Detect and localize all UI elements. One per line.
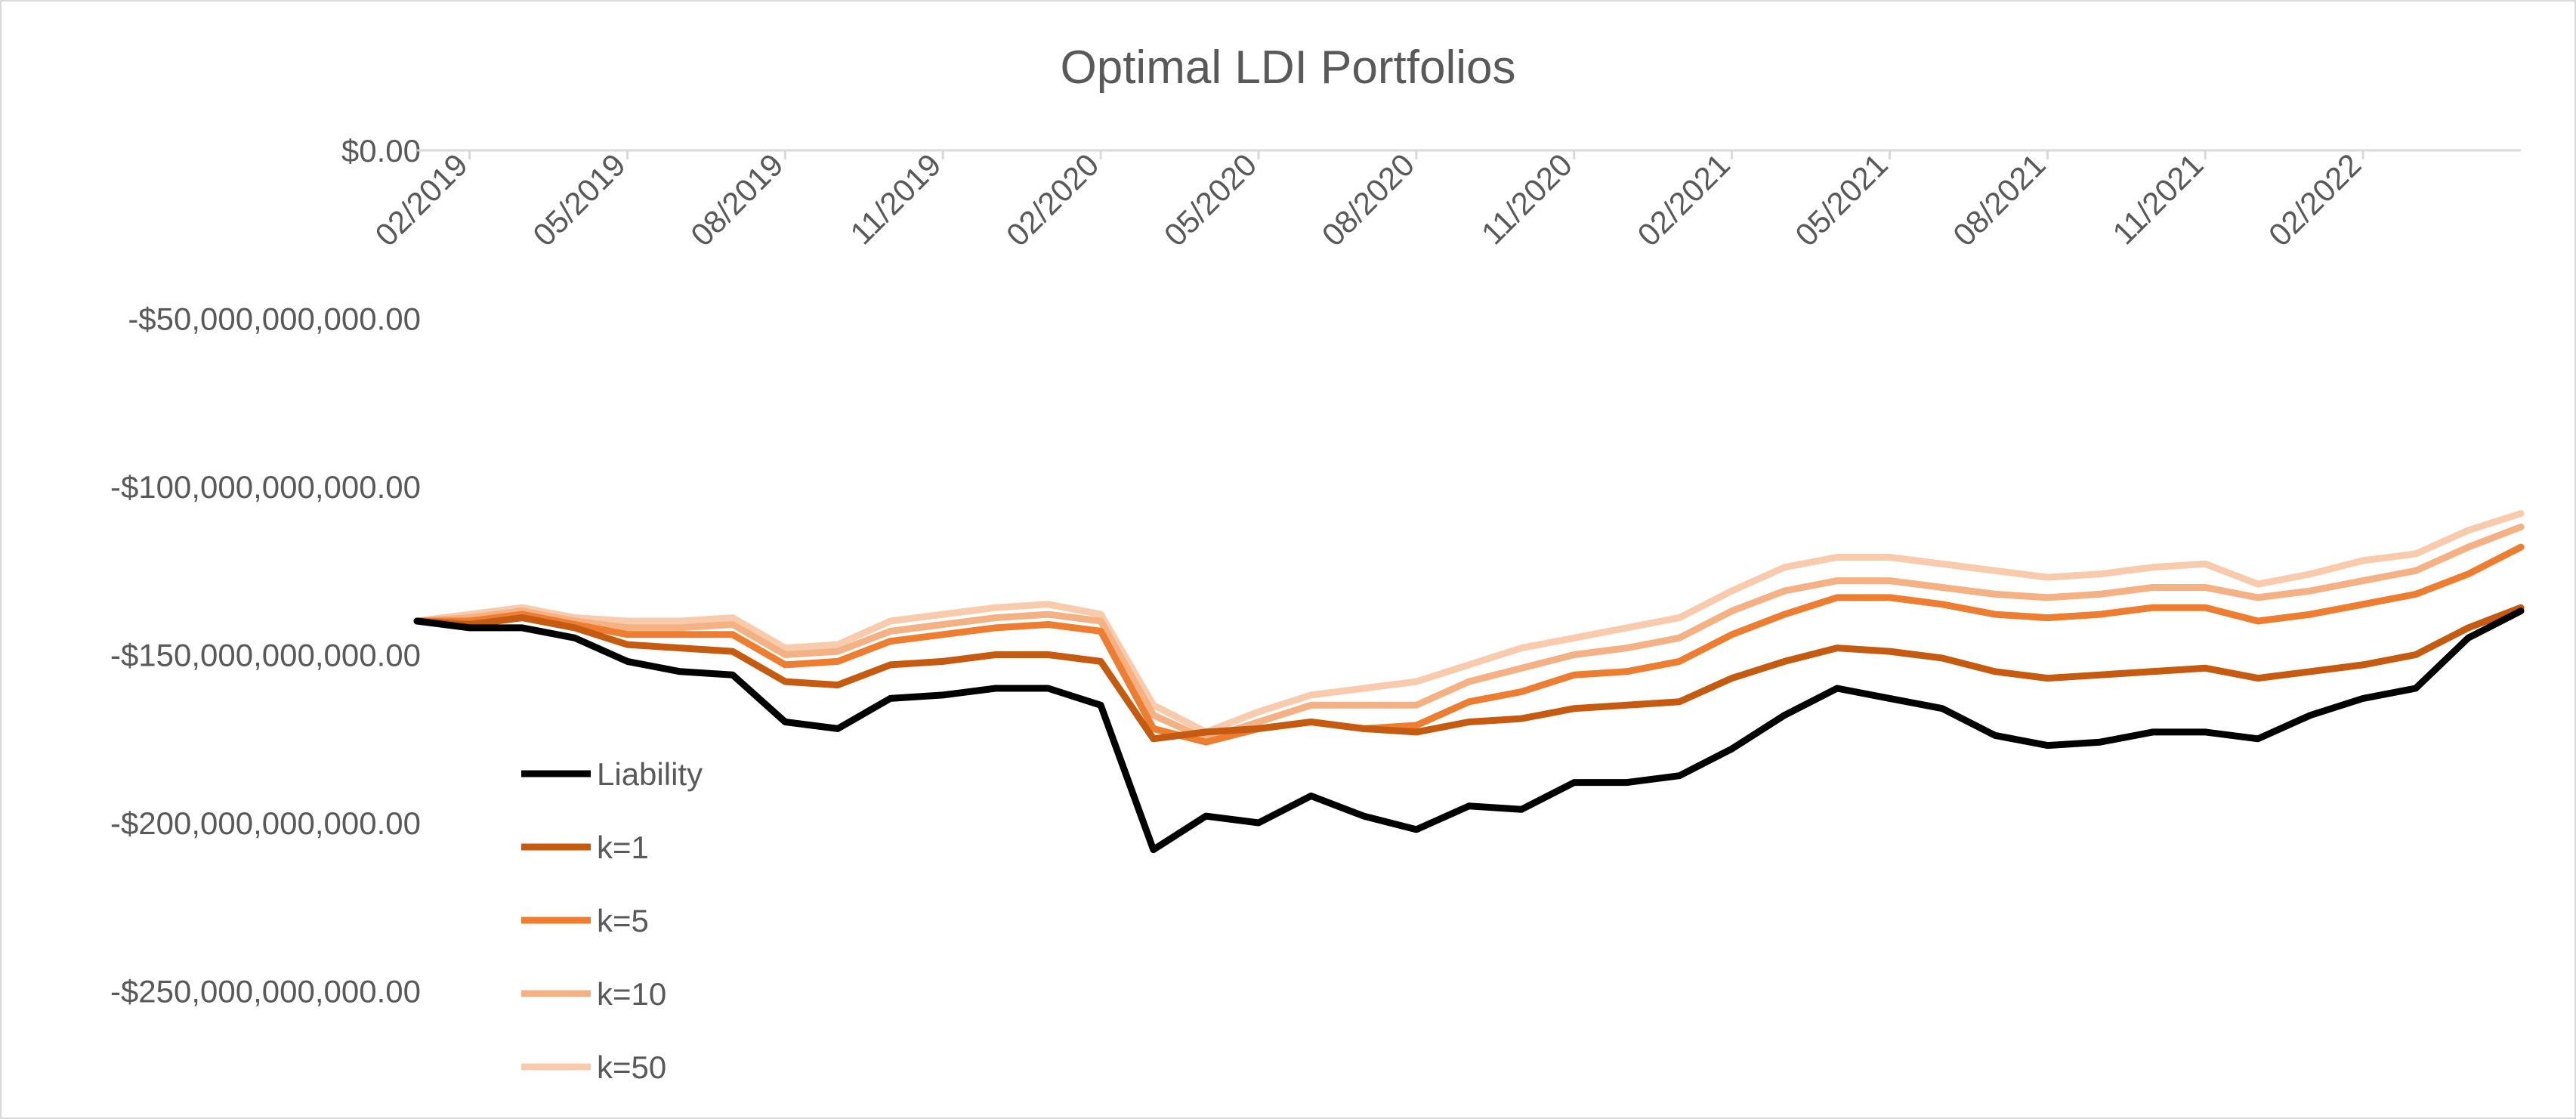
y-tick-label: -$200,000,000,000.00 (110, 805, 421, 841)
series-layer (413, 510, 2525, 854)
series-line-k-1 (413, 604, 2525, 743)
legend-label-k-10: k=10 (597, 976, 666, 1012)
legend-label-k-1: k=1 (597, 830, 649, 865)
series-line-k-10 (413, 523, 2525, 743)
legend-label-k-50: k=50 (597, 1049, 666, 1085)
x-tick-label: 02/2022 (2262, 147, 2368, 253)
x-axis: 02/2019 05/2019 08/2019 11/2019 02/2020 05/20… (368, 147, 2521, 253)
y-tick-label: $0.00 (341, 133, 421, 168)
x-tick-label: 08/2021 (1946, 147, 2052, 253)
x-tick-label: 05/2019 (526, 147, 632, 253)
x-tick-label: 05/2020 (1157, 147, 1264, 253)
y-axis: $0.00 -$50,000,000,000.00 -$100,000,000,00… (110, 133, 421, 1009)
x-tick-label: 08/2020 (1315, 147, 1422, 253)
x-tick-label: 08/2019 (684, 147, 790, 253)
series-line-k-50 (413, 510, 2525, 736)
series-line-k-5 (413, 543, 2525, 746)
y-tick-label: -$50,000,000,000.00 (128, 301, 421, 337)
legend-label-k-5: k=5 (597, 903, 649, 938)
series-line-liability (413, 607, 2525, 854)
x-tick-label: 02/2020 (999, 147, 1106, 253)
y-tick-label: -$100,000,000,000.00 (110, 469, 421, 505)
legend: Liability k=1 k=5 k=10 k=50 (521, 756, 703, 1085)
x-tick-label: 11/2021 (2105, 147, 2210, 251)
y-tick-label: -$250,000,000,000.00 (110, 974, 421, 1009)
x-tick-label: 05/2021 (1788, 147, 1895, 253)
x-tick-label: 11/2020 (1475, 147, 1579, 251)
chart-title: Optimal LDI Portfolios (1061, 42, 1516, 94)
x-tick-label: 02/2021 (1630, 147, 1737, 253)
legend-label-liability: Liability (597, 756, 703, 792)
y-tick-label: -$150,000,000,000.00 (110, 638, 421, 673)
x-tick-label: 11/2019 (843, 147, 947, 251)
